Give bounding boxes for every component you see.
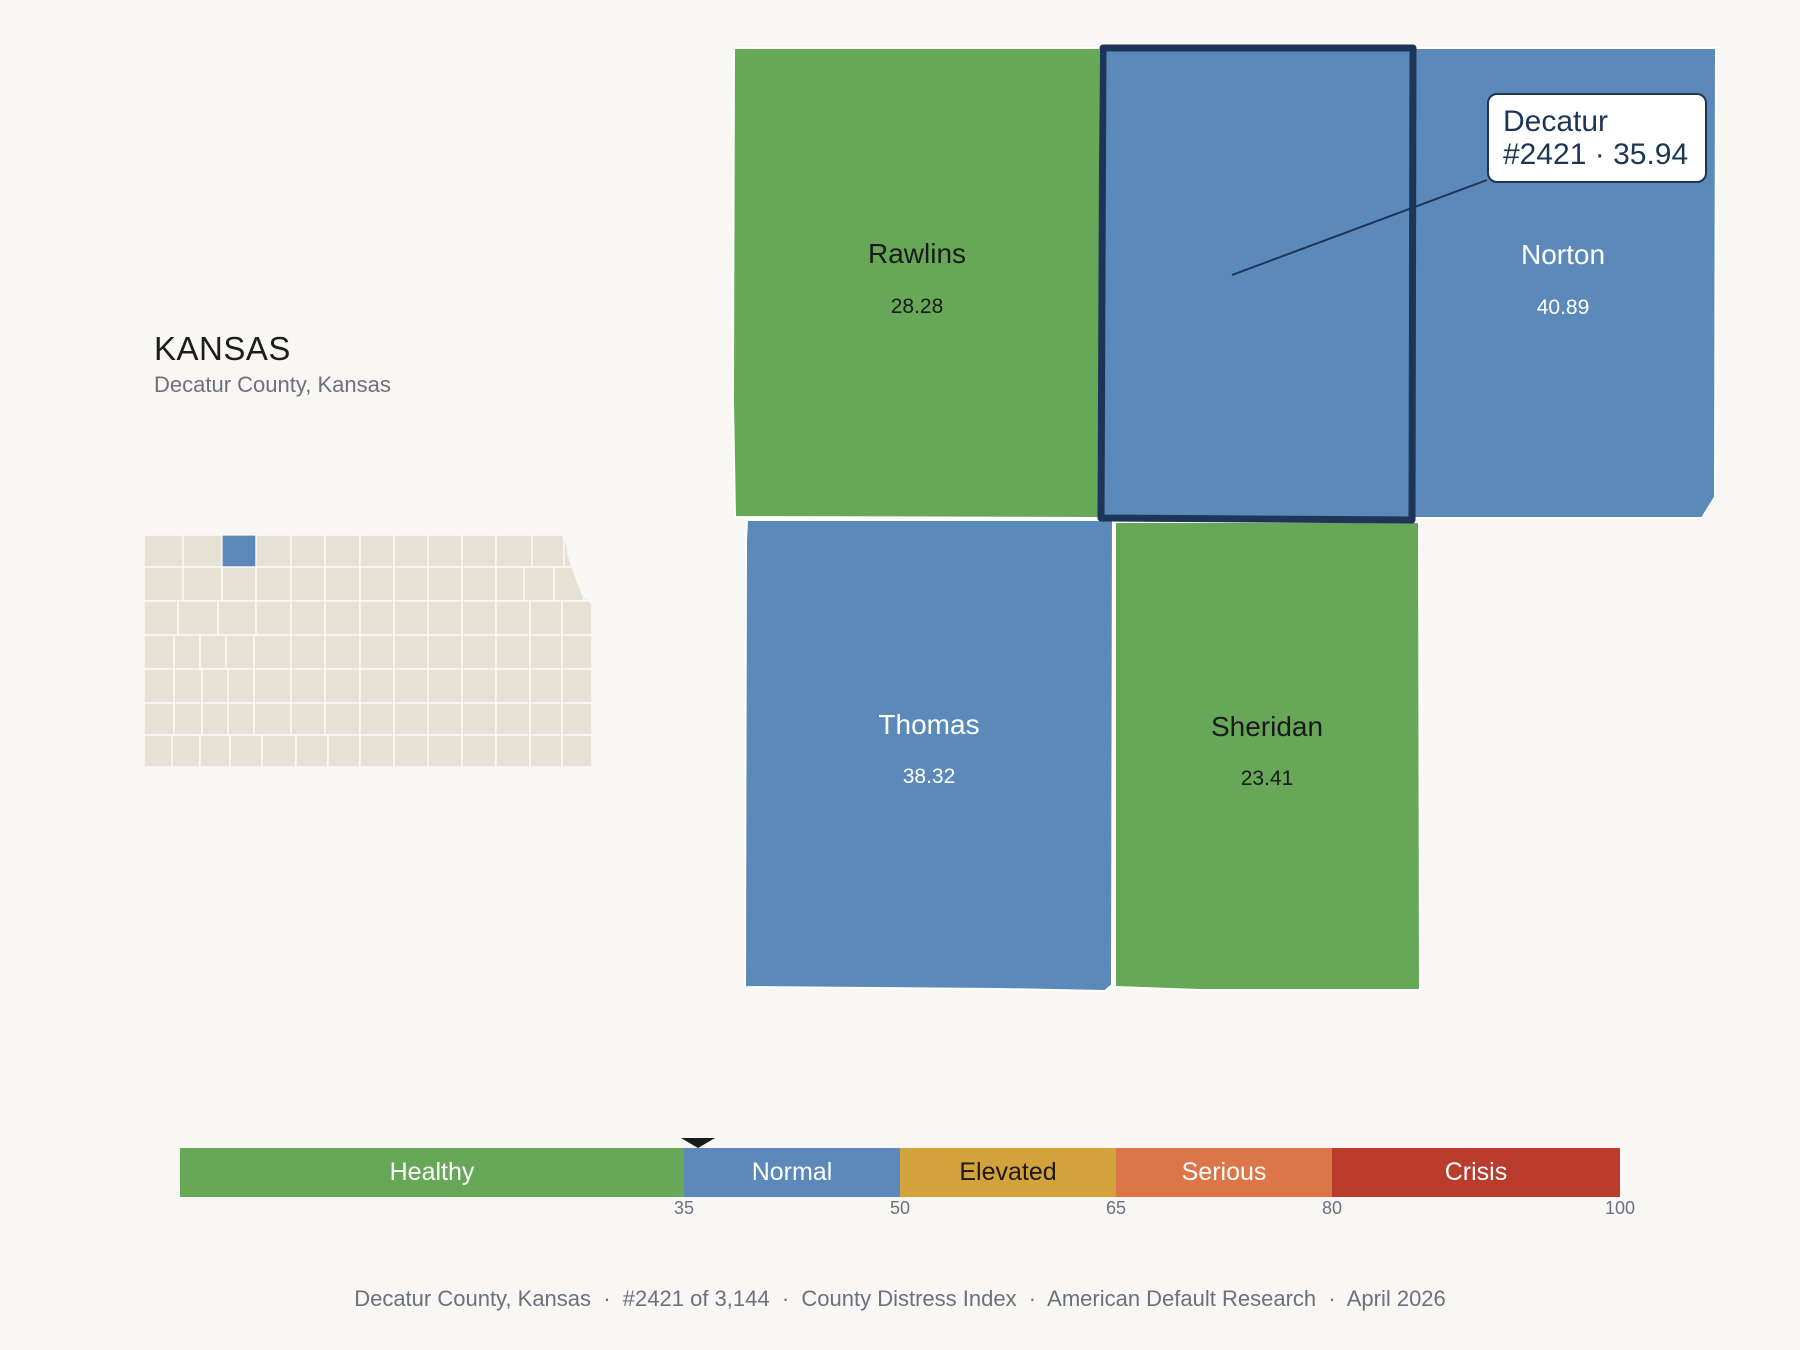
county-value: 38.32: [903, 765, 956, 788]
locator-county: [327, 734, 361, 767]
county-label: Norton: [1521, 239, 1605, 270]
county-value: 28.28: [891, 295, 944, 318]
locator-county: [495, 668, 531, 704]
locator-county: [359, 566, 395, 602]
locator-county: [561, 702, 592, 736]
county-value: 40.89: [1537, 296, 1590, 319]
legend-band-elevated: Elevated: [900, 1148, 1116, 1197]
locator-county: [393, 702, 429, 736]
legend-band-healthy: Healthy: [180, 1148, 684, 1197]
callout-county-name: Decatur: [1503, 105, 1609, 138]
locator-county: [461, 734, 497, 767]
locator-county: [529, 634, 563, 670]
county-label: Rawlins: [868, 238, 966, 269]
selected-county-callout: Decatur #2421 · 35.94: [1487, 93, 1707, 183]
locator-county: [255, 566, 292, 602]
locator-state-edge: [564, 535, 592, 605]
footer-attribution: Decatur County, Kansas · #2421 of 3,144 …: [354, 1286, 1446, 1311]
legend-tick: 80: [1321, 1198, 1343, 1218]
county-label: Sheridan: [1211, 711, 1323, 742]
locator-county: [227, 668, 255, 704]
locator-county: [495, 634, 531, 670]
locator-county: [427, 566, 463, 602]
county-thomas[interactable]: Thomas 38.32: [743, 519, 1115, 993]
locator-county: [173, 668, 203, 704]
locator-county: [144, 535, 184, 568]
locator-county: [393, 634, 429, 670]
callout-leader-line: [1231, 179, 1488, 276]
locator-county: [201, 702, 229, 736]
locator-county: [461, 566, 497, 602]
locator-county: [359, 734, 395, 767]
legend-tick: 100: [1604, 1198, 1636, 1218]
state-locator-map: [144, 535, 592, 767]
locator-county: [217, 600, 257, 636]
locator-county: [324, 600, 361, 636]
locator-county: [495, 600, 531, 636]
locator-county: [393, 566, 429, 602]
state-title: KANSAS: [154, 330, 291, 367]
locator-county: [324, 668, 361, 704]
locator-county: [561, 668, 592, 704]
locator-county: [144, 702, 175, 736]
county-rawlins[interactable]: Rawlins 28.28: [731, 47, 1101, 520]
county-label: Thomas: [878, 709, 979, 740]
legend-tick: 35: [673, 1198, 695, 1218]
callout-rank-value: #2421 · 35.94: [1503, 138, 1689, 171]
locator-county: [199, 734, 231, 767]
legend-band-normal: Normal: [684, 1148, 900, 1197]
locator-county: [529, 668, 563, 704]
locator-county: [561, 734, 592, 767]
locator-county: [561, 634, 592, 670]
legend-tick: 65: [1105, 1198, 1127, 1218]
current-value-marker: [681, 1138, 715, 1148]
legend-band-crisis: Crisis: [1332, 1148, 1620, 1197]
locator-county: [359, 600, 395, 636]
locator-county: [393, 668, 429, 704]
legend-tick: 50: [889, 1198, 911, 1218]
county-sheridan[interactable]: Sheridan 23.41: [1114, 521, 1422, 991]
locator-county: [177, 600, 219, 636]
locator-county: [427, 668, 463, 704]
locator-county: [393, 600, 429, 636]
county-value: 23.41: [1241, 767, 1294, 790]
locator-county: [221, 566, 257, 602]
distress-scale-legend: Healthy Normal Elevated Serious Crisis: [180, 1148, 1620, 1197]
locator-county: [495, 734, 531, 767]
county-decatur-selected[interactable]: [1097, 44, 1417, 524]
locator-county: [253, 668, 292, 704]
locator-county: [290, 600, 326, 636]
county-subtitle: Decatur County, Kansas: [154, 372, 391, 397]
locator-county: [359, 702, 395, 736]
locator-county: [393, 734, 429, 767]
locator-county: [561, 600, 592, 636]
locator-county: [324, 566, 361, 602]
locator-county: [529, 734, 563, 767]
legend-band-serious: Serious: [1116, 1148, 1332, 1197]
